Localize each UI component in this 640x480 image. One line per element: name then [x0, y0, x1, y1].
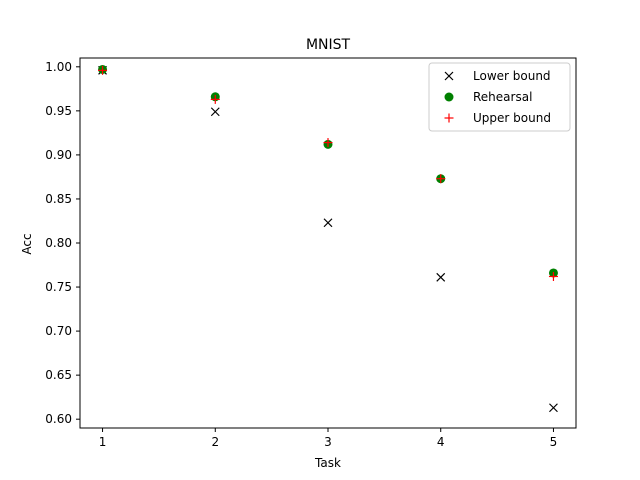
y-tick-label: 0.95	[45, 104, 72, 118]
data-point	[436, 272, 446, 282]
x-tick-label: 2	[211, 435, 219, 449]
y-tick-label: 0.70	[45, 324, 72, 338]
legend-marker	[444, 113, 454, 123]
data-point	[210, 107, 220, 117]
x-tick-label: 4	[437, 435, 445, 449]
x-axis-label: Task	[314, 456, 341, 470]
y-tick-label: 0.90	[45, 148, 72, 162]
x-axis-ticks: 1 2 3 4 5	[99, 428, 558, 449]
x-tick-label: 3	[324, 435, 332, 449]
legend-label: Upper bound	[473, 111, 551, 125]
y-tick-label: 0.85	[45, 192, 72, 206]
y-tick-label: 1.00	[45, 60, 72, 74]
data-point	[549, 403, 558, 413]
legend: Lower bound Rehearsal Upper bound	[428, 62, 571, 132]
legend-box	[428, 62, 571, 132]
legend-label: Rehearsal	[473, 90, 532, 104]
x-tick-label: 5	[550, 435, 558, 449]
legend-item: Lower bound	[444, 69, 551, 83]
legend-item: Upper bound	[444, 111, 551, 125]
data-point	[548, 271, 558, 281]
legend-marker	[444, 71, 454, 81]
data-point	[98, 65, 108, 75]
legend-marker	[444, 92, 454, 102]
chart-title: MNIST	[306, 37, 351, 53]
x-tick-label: 1	[99, 435, 107, 449]
y-tick-label: 0.75	[45, 280, 72, 294]
y-tick-label: 0.60	[45, 412, 72, 426]
legend-item: Rehearsal	[444, 90, 532, 104]
data-point	[210, 94, 220, 104]
series-upper-bound	[98, 65, 558, 281]
y-tick-label: 0.80	[45, 236, 72, 250]
y-axis-ticks: 0.60 0.65 0.70 0.75 0.80 0.85 0.90 0.95 1.00	[45, 60, 80, 426]
data-point	[436, 174, 446, 184]
data-point	[323, 138, 333, 148]
y-axis-label: Acc	[20, 233, 34, 254]
legend-label: Lower bound	[473, 69, 551, 83]
y-tick-label: 0.65	[45, 368, 72, 382]
data-point	[323, 218, 333, 228]
